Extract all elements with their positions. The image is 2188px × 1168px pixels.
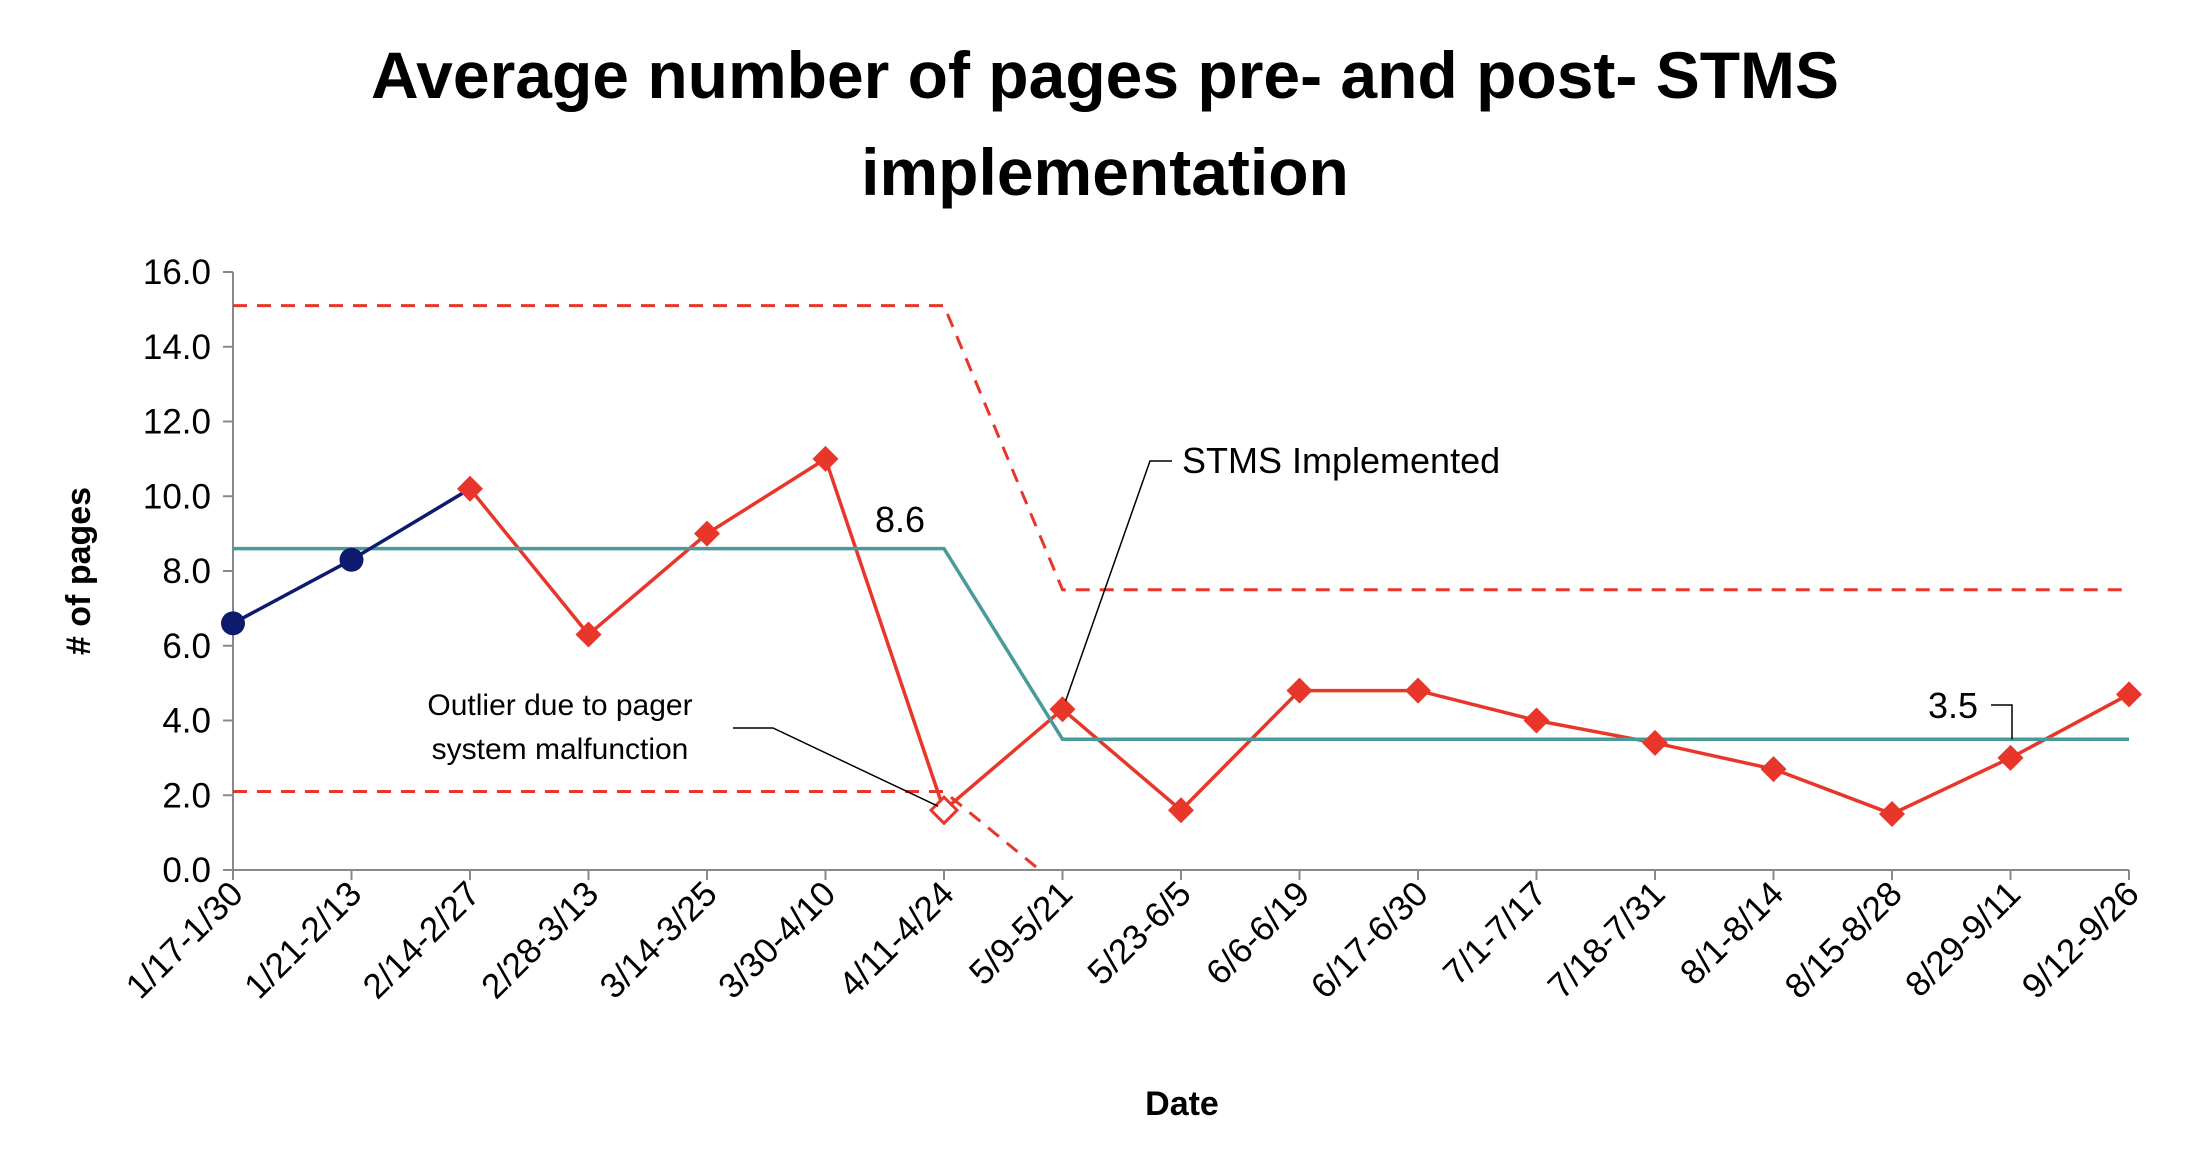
point [1049,696,1076,723]
data-label: 8.6 [875,499,925,540]
point [575,621,602,648]
x-tick-label: 1/17-1/30 [118,874,250,1006]
y-tick-label: 16.0 [143,253,211,292]
point [694,520,720,547]
y-tick-label: 6.0 [162,627,211,666]
x-tick-label: 3/14-3/25 [592,874,724,1006]
y-tick-label: 0.0 [162,851,211,890]
point [1760,756,1787,783]
x-tick-label: 6/6-6/19 [1199,874,1317,992]
x-tick-label: 2/28-3/13 [474,874,606,1006]
point [928,795,960,826]
chart-title: implementation [861,135,1349,209]
y-axis-label: # of pages [60,487,98,655]
annotation: Outlier due to pager [427,689,692,722]
annotation: system malfunction [432,733,689,766]
series-line [233,304,2129,592]
leader-line [1991,704,2013,740]
leader-line [733,727,939,807]
x-tick-label: 7/18-7/31 [1540,874,1672,1006]
point [1879,800,1905,827]
leader-line [1064,460,1172,702]
point [1168,797,1194,824]
point [1997,744,2024,771]
y-tick-label: 12.0 [143,403,211,442]
x-tick-label: 5/23-6/5 [1080,874,1198,992]
series-line [233,790,1043,870]
chart-title: Average number of pages pre- and post- S… [371,38,1839,112]
point [812,445,839,472]
x-tick-label: 8/29-9/11 [1898,874,2028,1004]
y-tick-label: 2.0 [162,776,211,815]
y-tick-label: 10.0 [143,477,211,516]
annotation: STMS Implemented [1182,440,1500,481]
x-tick-label: 5/9-5/21 [962,874,1080,992]
point [1286,677,1313,704]
point [1642,729,1668,756]
x-tick-label: 8/15-8/28 [1777,874,1909,1006]
x-tick-label: 6/17-6/30 [1303,874,1435,1006]
series-line [233,558,353,625]
point [1405,677,1431,704]
x-tick-label: 9/12-9/26 [2014,874,2146,1006]
y-tick-label: 14.0 [143,328,211,367]
point [2116,681,2142,708]
data-label: 3.5 [1928,685,1978,726]
y-tick-label: 4.0 [162,702,211,741]
point [457,475,483,502]
y-tick-label: 8.0 [162,552,211,591]
plot: 0.0 2.0 4.0 6.0 8.0 10.0 12.0 14.0 16.0 1/17-1/30… [118,253,2146,1006]
x-tick-label: 8/1-8/14 [1673,874,1791,992]
series-line [233,546,2129,741]
x-tick-label: 2/14-2/27 [355,874,487,1006]
x-tick-label: 1/21-2/13 [237,874,369,1006]
x-tick-label: 7/1-7/17 [1436,874,1554,992]
series-line [468,456,2130,816]
x-axis-label: Date [1145,1085,1219,1123]
series-connector [350,487,471,562]
x-tick-label: 4/11-4/24 [831,874,961,1004]
point [339,547,364,572]
point [221,611,245,636]
x-tick-label: 3/30-4/10 [711,874,843,1006]
point [1523,707,1550,734]
